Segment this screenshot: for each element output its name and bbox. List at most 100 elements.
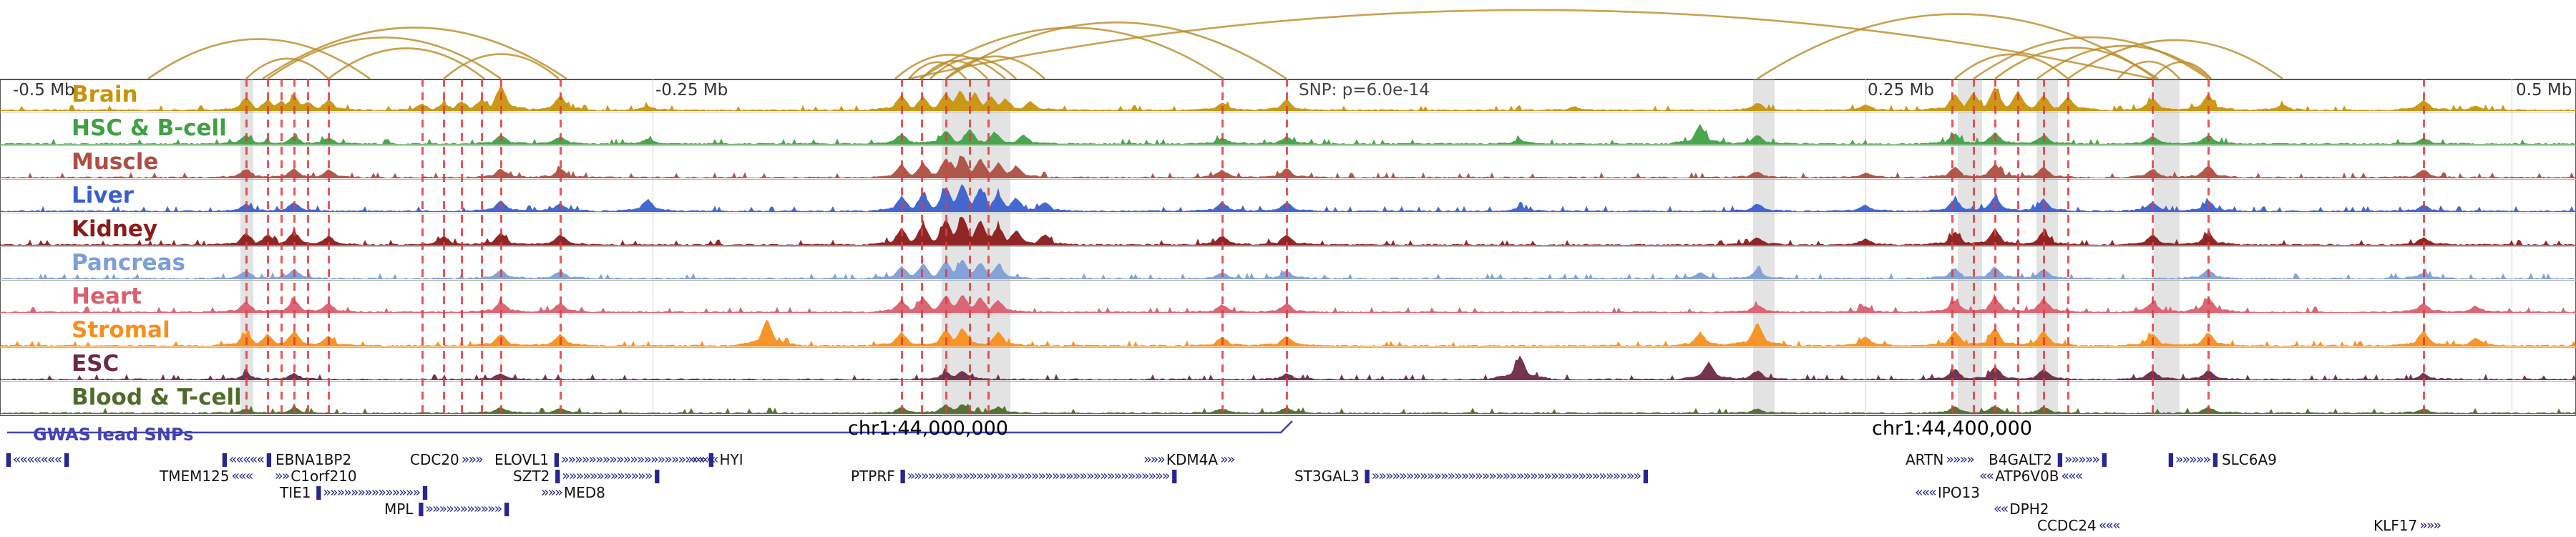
gene-cdc20[interactable]: CDC20»»» (408, 451, 484, 468)
track-label-stromal: Stromal (72, 317, 170, 343)
track-row-muscle[interactable]: Muscle (0, 146, 2576, 180)
interaction-arcs (147, 9, 2283, 79)
track-row-kidney[interactable]: Kidney (0, 213, 2576, 247)
interaction-arc (2117, 60, 2180, 79)
interaction-arc (267, 37, 502, 79)
snp-candidate-line (461, 79, 463, 416)
gene-med8[interactable]: »»» MED8 (541, 484, 608, 500)
track-label-brain: Brain (72, 82, 138, 107)
track-signal-brain (0, 85, 2576, 111)
gene-label: HYI (719, 450, 743, 468)
gene-ipo13[interactable]: ««« IPO13 (1915, 484, 1982, 500)
snp-candidate-line (2043, 79, 2045, 416)
ruler-tick-label: 0.5 Mb (2516, 81, 2572, 100)
snp-candidate-line (1973, 79, 1975, 416)
interaction-arc (245, 57, 329, 79)
interaction-arc (894, 54, 1006, 79)
snp-candidate-line (481, 79, 483, 416)
snp-candidate-line (421, 79, 424, 416)
gene-slc6a9[interactable]: ❚»»»»»❚ SLC6A9 (2165, 450, 2279, 468)
track-row-blood-t-cell[interactable]: Blood & T-cell (0, 382, 2576, 415)
gene-hyi[interactable]: «««« HYI (690, 450, 746, 468)
gene-label: ATP6V0B (1995, 467, 2059, 485)
gene-body-glyph: »» (275, 468, 290, 484)
gene-elovl1[interactable]: ELOVL1 ❚»»»»»»»»»»»»»»»»»»»»»❚ (492, 450, 717, 468)
gene-body-glyph: «««« (690, 451, 718, 468)
gene-label: SLC6A9 (2221, 450, 2277, 468)
track-signal-hsc-b-cell (0, 123, 2576, 145)
gene-body-glyph: ««« (2098, 517, 2121, 533)
track-signal-blood-t-cell (0, 403, 2576, 414)
gene-body-glyph: ❚»»»»»»»»»»»»»»»»»»»»»»»»»»»»»»»»»»»»»»❚ (897, 468, 1181, 484)
gene-label: MED8 (563, 483, 605, 501)
gene-kdm4a[interactable]: »»» KDM4A»» (1143, 451, 1235, 468)
gene-label: ELOVL1 (494, 450, 550, 468)
gene-ccdc24[interactable]: CCDC24 ««« (2035, 517, 2121, 533)
track-label-blood-t-cell: Blood & T-cell (72, 384, 242, 410)
snp-candidate-line (267, 79, 269, 416)
track-label-muscle: Muscle (72, 149, 159, 175)
gene-label: TMEM125 (160, 467, 230, 485)
gene-st3gal3[interactable]: ST3GAL3 ❚»»»»»»»»»»»»»»»»»»»»»»»»»»»»»»»»… (1292, 468, 1652, 484)
interaction-arc (2152, 61, 2212, 79)
snp-candidate-line (280, 79, 283, 416)
gene-label: B4GALT2 (1989, 450, 2052, 468)
track-label-liver: Liver (72, 183, 134, 208)
gene-label: PTPRF (851, 467, 895, 485)
track-row-pancreas[interactable]: Pancreas (0, 247, 2576, 281)
gene-artn[interactable]: ARTN»»»» (1903, 450, 1975, 468)
gene-klf17[interactable]: KLF17»»» (2371, 517, 2441, 533)
track-row-esc[interactable]: ESC (0, 348, 2576, 382)
gene-b4galt2[interactable]: B4GALT2 ❚»»»»»❚ (1986, 450, 2110, 468)
gene-tie1[interactable]: TIE1 ❚»»»»»»»»»»»»»»❚ (278, 484, 431, 500)
gene-partial[interactable]: ❚«««««««❚ (3, 451, 72, 468)
interaction-arc (908, 9, 2153, 79)
gene-label: SZT2 (513, 467, 550, 485)
gene-body-glyph: ❚»»»»»»»»»»»»»»»»»»»»»❚ (551, 451, 717, 468)
track-row-brain[interactable]: Brain (0, 79, 2576, 112)
gene-label: IPO13 (1937, 483, 1981, 501)
gene-ptprf[interactable]: PTPRF ❚»»»»»»»»»»»»»»»»»»»»»»»»»»»»»»»»»»… (849, 467, 1181, 485)
track-row-stromal[interactable]: Stromal (0, 314, 2576, 348)
gene-label: EBNA1BP2 (275, 450, 352, 468)
gene-body-glyph: »» (1220, 451, 1235, 468)
gene-c1orf210[interactable]: »» C1orf210 (275, 468, 359, 484)
coordinate-label-left: chr1:44,000,000 (848, 417, 1008, 440)
gene-mpl[interactable]: MPL ❚»»»»»»»»»»»❚ (382, 500, 512, 517)
track-signal-heart (0, 294, 2576, 313)
snp-candidate-line (945, 79, 947, 416)
gene-body-glyph: ❚»»»»»»»»»»»»»»»»»»»»»»»»»»»»»»»»»»»»»»»… (1361, 468, 1652, 484)
track-signal-muscle (0, 155, 2576, 178)
snp-candidate-line (987, 79, 990, 416)
highlight-band (942, 79, 1010, 416)
gene-ebna1bp2[interactable]: ❚«««««❚ EBNA1BP2 (219, 450, 353, 468)
snp-candidate-line (1951, 79, 1953, 416)
gene-body-glyph: »»»» (1946, 451, 1974, 468)
interaction-arc (147, 38, 371, 79)
track-row-hsc-b-cell[interactable]: HSC & B-cell (0, 112, 2576, 146)
gene-tmem125[interactable]: TMEM125 ««« (157, 467, 253, 485)
track-row-liver[interactable]: Liver (0, 180, 2576, 213)
interaction-arc (945, 21, 1287, 79)
snp-candidate-line (2017, 79, 2019, 416)
gene-body-glyph: »»» (461, 451, 484, 468)
interaction-arc (328, 47, 485, 79)
interaction-arc (1973, 36, 2209, 79)
ruler-tick-label: -0.5 Mb (13, 81, 75, 100)
track-label-heart: Heart (72, 284, 142, 309)
gene-atp6v0b[interactable]: «« ATP6V0B ««« (1979, 467, 2083, 485)
snp-candidate-line (307, 79, 309, 416)
ruler-tick-label: -0.25 Mb (655, 81, 728, 100)
snp-candidate-line (500, 79, 502, 416)
gene-body-glyph: »»» (2419, 517, 2441, 533)
gene-dph2[interactable]: «« DPH2 (1994, 500, 2051, 517)
gene-body-glyph: ❚»»»»»»»»»»»»»❚ (552, 468, 663, 484)
coordinate-label-right: chr1:44,400,000 (1872, 417, 2032, 440)
highlight-band (2036, 79, 2058, 416)
track-row-heart[interactable]: Heart (0, 281, 2576, 314)
gene-label: ARTN (1906, 450, 1944, 468)
gene-szt2[interactable]: SZT2 ❚»»»»»»»»»»»»»❚ (511, 467, 663, 485)
snp-candidate-line (1994, 79, 1996, 416)
highlight-band (1958, 79, 1982, 416)
